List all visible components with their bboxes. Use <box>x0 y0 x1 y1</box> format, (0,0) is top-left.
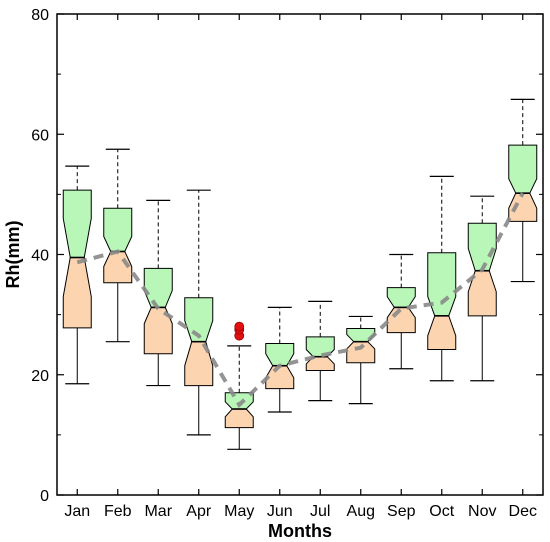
box-upper-half <box>386 287 416 308</box>
y-tick-label: 80 <box>31 7 49 24</box>
ticks-layer: 0 20 40 60 80 Jan Feb Mar Apr May Jun Jul Aug Sep Oct N… <box>31 7 543 520</box>
box-group-jun <box>265 306 295 413</box>
y-axis-title: Rh(mm) <box>3 221 23 289</box>
trend-layer <box>76 192 525 409</box>
x-tick-label-sep: Sep <box>387 503 416 520</box>
x-tick-label-may: May <box>224 503 254 520</box>
box-upper-half <box>508 144 538 194</box>
x-tick-label-jan: Jan <box>64 503 90 520</box>
y-tick-label: 0 <box>40 488 49 505</box>
box-lower-half <box>184 341 214 387</box>
box-group-may <box>224 321 254 450</box>
x-tick-label-jul: Jul <box>310 503 330 520</box>
box-group-jul <box>305 300 335 402</box>
box-group-apr <box>184 189 214 436</box>
trend-line <box>76 192 525 409</box>
box-lower-half <box>224 408 254 429</box>
x-tick-label-dec: Dec <box>509 503 537 520</box>
x-tick-label-feb: Feb <box>104 503 132 520</box>
boxes-layer <box>62 98 538 450</box>
box-upper-half <box>103 207 133 252</box>
y-tick-label: 20 <box>31 368 49 385</box>
box-lower-half <box>427 315 457 350</box>
x-tick-label-apr: Apr <box>186 503 212 520</box>
box-upper-half <box>62 189 92 259</box>
x-tick-label-oct: Oct <box>429 503 454 520</box>
box-lower-half <box>346 341 376 364</box>
box-upper-half <box>467 222 497 272</box>
box-lower-half <box>265 365 295 390</box>
box-group-oct <box>427 175 457 382</box>
box-group-sep <box>386 253 416 370</box>
x-tick-label-nov: Nov <box>468 503 496 520</box>
outlier-point <box>234 321 245 332</box>
x-tick-label-aug: Aug <box>347 503 375 520</box>
x-tick-label-mar: Mar <box>144 503 172 520</box>
box-group-aug <box>346 315 376 405</box>
x-tick-label-jun: Jun <box>267 503 293 520</box>
box-lower-half <box>62 257 92 329</box>
box-group-nov <box>467 195 497 382</box>
y-tick-label: 60 <box>31 127 49 144</box>
y-tick-label: 40 <box>31 248 49 265</box>
box-group-dec <box>508 98 538 283</box>
x-axis-title: Months <box>268 521 332 541</box>
box-group-feb <box>103 148 133 343</box>
box-upper-half <box>143 267 173 308</box>
box-group-mar <box>143 199 173 387</box>
box-upper-half <box>427 252 457 317</box>
box-group-jan <box>62 165 92 385</box>
